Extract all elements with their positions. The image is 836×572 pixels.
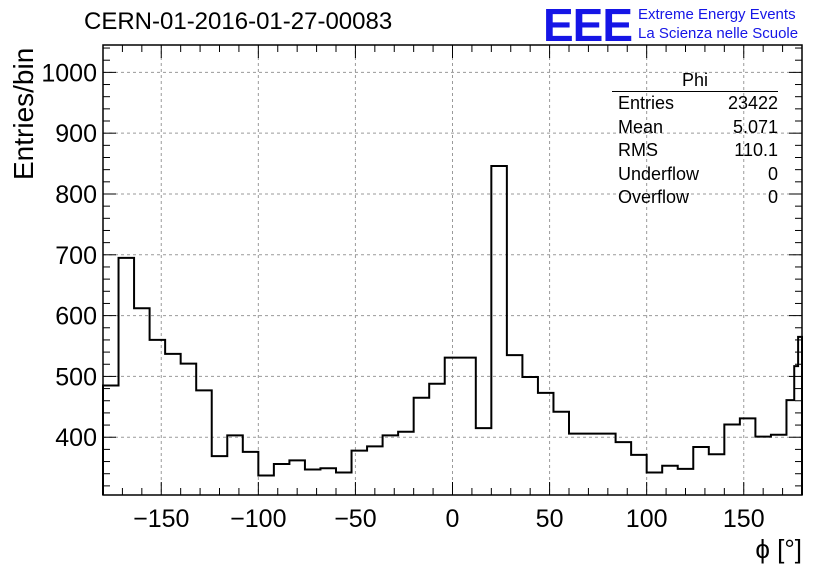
- histogram-bin: [367, 446, 383, 495]
- histogram-bin: [429, 384, 445, 495]
- x-axis-label: ϕ [°]: [755, 534, 802, 564]
- histogram-bin: [585, 434, 601, 495]
- y-tick-label: 800: [55, 181, 97, 209]
- x-tick-label: 0: [446, 505, 460, 533]
- logo-caption-line1: Extreme Energy Events: [638, 6, 796, 23]
- histogram-bin: [538, 393, 554, 495]
- stats-row-underflow: Underflow 0: [612, 163, 778, 187]
- histogram-bin: [662, 466, 678, 495]
- x-tick-label: −50: [334, 505, 376, 533]
- histogram-bin: [103, 386, 119, 495]
- histogram-bin: [305, 469, 321, 495]
- histogram-bin: [771, 435, 787, 495]
- stats-value: 23422: [727, 93, 778, 113]
- logo-caption: Extreme Energy Events La Scienza nelle S…: [638, 5, 798, 43]
- histogram-bin: [212, 456, 228, 495]
- histogram-bin: [600, 434, 616, 495]
- y-tick-label: 1000: [41, 59, 97, 87]
- histogram-bin: [414, 398, 430, 495]
- histogram-bin: [258, 476, 274, 495]
- histogram-bin: [289, 460, 305, 495]
- stats-row-entries: Entries 23422: [612, 92, 778, 116]
- x-tick-label: 150: [723, 505, 765, 533]
- stats-box: Phi Entries 23422 Mean 5.071 RMS 110.1 U…: [612, 70, 778, 210]
- histogram-bin: [631, 455, 647, 495]
- histogram-bin: [569, 434, 585, 495]
- histogram-bin: [476, 428, 492, 495]
- histogram-bin: [243, 452, 259, 495]
- histogram-bin: [740, 418, 756, 495]
- chart-title: CERN-01-2016-01-27-00083: [84, 8, 393, 35]
- histogram-bin: [553, 412, 569, 495]
- y-tick-label: 900: [55, 120, 97, 148]
- histogram-bin: [794, 366, 798, 495]
- histogram-bin: [522, 377, 538, 495]
- histogram-bin: [678, 469, 694, 495]
- y-tick-label: 500: [55, 363, 97, 391]
- plot-frame: [102, 44, 803, 496]
- histogram-bin: [150, 340, 166, 495]
- histogram-series: [102, 165, 803, 495]
- histogram-bin: [274, 464, 290, 495]
- y-tick-label: 600: [55, 303, 97, 331]
- histogram-bin: [786, 400, 794, 495]
- stats-label: Mean: [618, 116, 664, 137]
- stats-row-rms: RMS 110.1: [612, 139, 778, 163]
- stats-title: Phi: [612, 70, 778, 92]
- stats-value: 5.071: [732, 116, 778, 137]
- stats-label: Underflow: [618, 163, 700, 184]
- stats-label: RMS: [618, 140, 658, 160]
- histogram-bin: [165, 354, 181, 495]
- logo-caption-line2: La Scienza nelle Scuole: [638, 25, 799, 42]
- stats-row-mean: Mean 5.071: [612, 116, 778, 140]
- histogram-bin: [491, 166, 507, 495]
- histogram-bin: [693, 447, 709, 495]
- histogram-bin: [616, 442, 632, 495]
- histogram-bin: [724, 424, 740, 495]
- stats-label: Overflow: [618, 187, 690, 207]
- histogram-bin: [755, 437, 771, 495]
- histogram-bin: [181, 364, 197, 495]
- histogram-bin: [227, 435, 243, 495]
- histogram-bin: [460, 358, 476, 495]
- histogram-bin: [383, 435, 399, 495]
- histogram-bin: [445, 358, 461, 495]
- y-axis-label: Entries/bin: [8, 47, 39, 180]
- histogram-bin: [320, 468, 336, 495]
- histogram-bin: [196, 390, 212, 495]
- y-tick-label: 700: [55, 242, 97, 270]
- x-tick-label: −100: [230, 505, 286, 533]
- histogram-bin: [398, 432, 414, 495]
- histogram-bin: [647, 473, 663, 496]
- stats-label: Entries: [618, 93, 675, 113]
- stats-value: 0: [767, 187, 778, 207]
- y-tick-label: 400: [55, 424, 97, 452]
- x-tick-label: 50: [536, 505, 564, 533]
- stats-row-overflow: Overflow 0: [612, 186, 778, 210]
- x-tick-label: 100: [626, 505, 668, 533]
- histogram-bin: [336, 473, 352, 496]
- histogram-bin: [134, 308, 150, 495]
- histogram-bin: [507, 355, 523, 495]
- x-tick-label: −150: [133, 505, 189, 533]
- eee-logo: EEE: [543, 0, 633, 51]
- histogram-bin: [709, 454, 725, 495]
- stats-value: 110.1: [734, 140, 778, 160]
- stats-value: 0: [767, 163, 778, 184]
- histogram-bin: [119, 258, 135, 495]
- histogram-bin: [352, 451, 368, 495]
